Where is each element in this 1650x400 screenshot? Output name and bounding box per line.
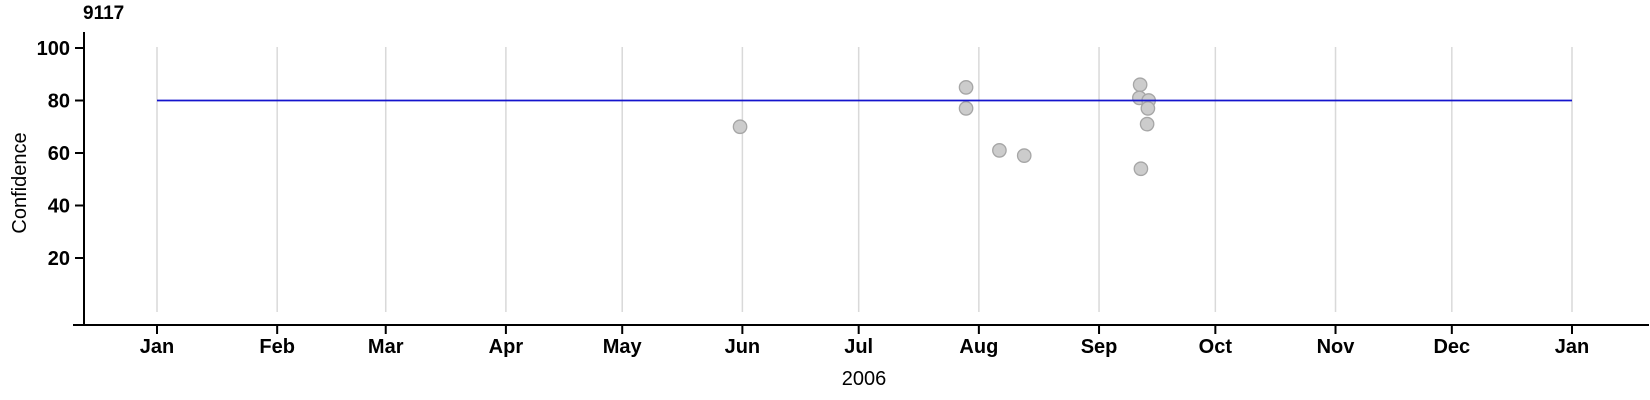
data-point — [992, 143, 1007, 158]
y-tick-label: 100 — [37, 38, 70, 60]
month-tick-label: Dec — [1433, 336, 1470, 358]
month-tick-label: Jan — [140, 336, 174, 358]
month-tick-label: Aug — [959, 336, 998, 358]
data-point — [1132, 77, 1148, 93]
data-point — [1133, 161, 1149, 177]
month-tick-label: Feb — [259, 336, 295, 358]
month-tick-label: Sep — [1081, 336, 1118, 358]
data-point — [732, 119, 748, 135]
chart-title: 9117 — [83, 3, 125, 24]
data-point — [1140, 101, 1156, 116]
month-tick-label: Apr — [489, 336, 524, 358]
y-tick-label: 80 — [48, 91, 70, 113]
month-tick-label: Jul — [844, 336, 873, 358]
y-tick-label: 60 — [48, 143, 70, 165]
data-point — [1139, 116, 1155, 132]
x-axis-year-label: 2006 — [841, 368, 887, 390]
data-point — [958, 80, 974, 95]
month-tick-label: May — [603, 336, 643, 358]
data-point — [958, 101, 974, 116]
month-tick-label: Nov — [1317, 336, 1356, 358]
y-tick-label: 40 — [48, 196, 70, 218]
month-tick-label: Jan — [1555, 336, 1589, 358]
month-tick-label: Mar — [368, 336, 404, 358]
month-tick-label: Oct — [1199, 336, 1233, 358]
data-point — [1016, 148, 1032, 163]
y-tick-label: 20 — [48, 248, 70, 270]
month-tick-label: Jun — [725, 336, 761, 358]
